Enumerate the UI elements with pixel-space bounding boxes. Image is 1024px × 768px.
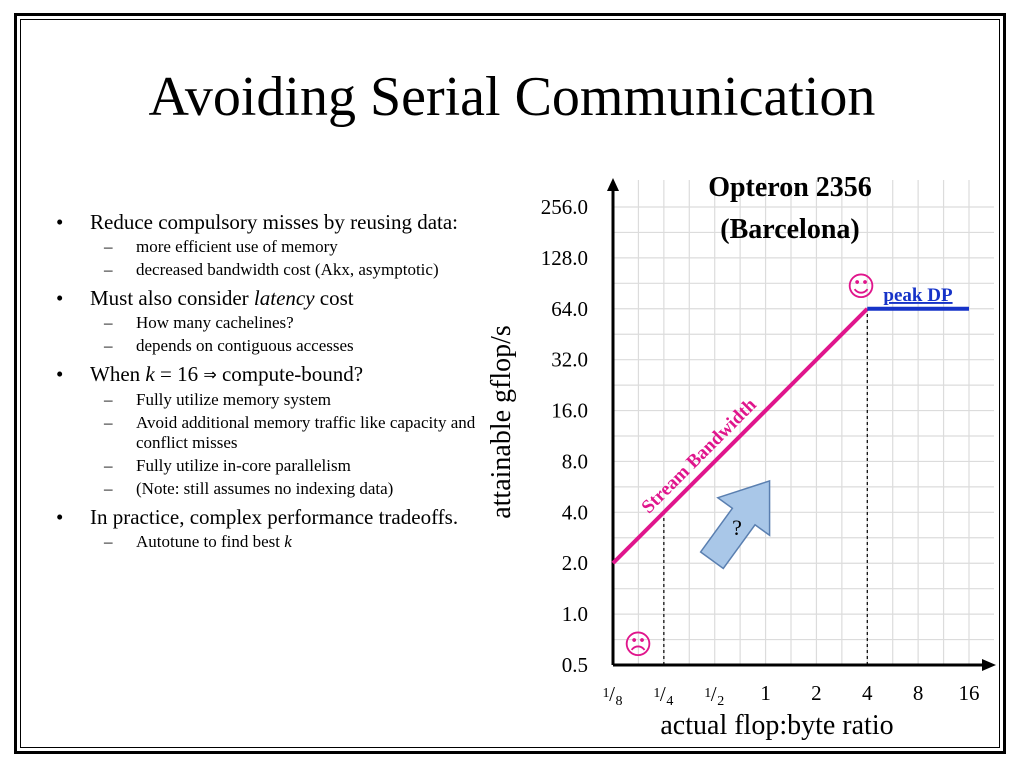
y-tick-label: 8.0 [562,449,588,473]
sub-bullet-item: – decreased bandwidth cost (Akx, asympto… [48,260,478,280]
bullet-text-pre: When [90,362,146,386]
chart-dashed-markers [663,308,868,665]
bullet-text-emphasis: k [145,362,155,386]
happy-face-icon: ☺ [846,270,875,303]
x-tick-labels: 1/81/41/2 1 2 4 8 16 [603,681,980,709]
bullet-text-post: = 16 [154,362,204,386]
y-tick-label: 16.0 [551,399,588,423]
bullet-item: • Must also consider latency cost [48,286,478,310]
sub-bullet-mark: – [104,336,113,355]
sub-bullet-mark: – [104,532,113,551]
bullet-text: In practice, complex performance tradeof… [90,505,459,529]
upright-arrow-icon [699,479,771,570]
x-axis-arrowhead [982,659,996,671]
slide-title: Avoiding Serial Communication [148,66,876,128]
sub-bullet-item: – Fully utilize memory system [48,390,478,410]
bullet-text: Reduce compulsory misses by reusing data… [90,210,459,234]
y-tick-label: 32.0 [551,348,588,372]
sub-bullet-text: Fully utilize memory system [136,390,332,409]
peak-dp-label: peak DP [883,285,953,306]
x-tick-numerator: 1 [603,686,610,701]
x-tick-denominator: 4 [666,694,673,709]
x-tick-label: 4 [862,681,873,705]
sub-bullet-text: depends on contiguous accesses [136,336,354,355]
chart-grid [612,180,994,666]
sub-bullet-mark: – [104,456,113,475]
sub-bullet-text: How many cachelines? [136,313,294,332]
x-tick-denominator: 8 [616,694,623,709]
x-tick-label: 1/8 [603,682,623,709]
sub-bullet-item: – depends on contiguous accesses [48,336,478,356]
x-tick-slash: / [660,682,666,706]
x-tick-slash: / [609,682,615,706]
sub-bullet-text: (Note: still assumes no indexing data) [136,479,394,498]
bullet-item: • In practice, complex performance trade… [48,505,478,529]
x-tick-label: 1/4 [653,682,673,709]
stream-bandwidth-line [611,307,869,565]
sub-bullet-mark: – [104,260,113,279]
sub-bullet-item: – more efficient use of memory [48,237,478,257]
bullet-mark: • [56,286,64,310]
x-tick-label: 1 [760,681,771,705]
bullet-text-post: cost [314,286,354,310]
y-tick-label: 128.0 [541,246,588,270]
x-tick-numerator: 1 [653,686,660,701]
y-tick-label: 2.0 [562,551,588,575]
bullet-mark: • [56,210,64,234]
sad-face-icon: ☹ [623,628,652,661]
x-axis-label: actual flop:byte ratio [660,710,893,741]
y-tick-label: 256.0 [541,195,588,219]
chart-title-line-1: Opteron 2356 [708,172,872,203]
sub-bullet-item: – How many cachelines? [48,313,478,333]
bullet-mark: • [56,505,64,529]
sub-bullet-text: decreased bandwidth cost (Akx, asymptoti… [136,260,439,279]
sub-bullet-text-emphasis: k [284,532,292,551]
sub-bullet-item: – Autotune to find best k [48,532,478,552]
chart-annotations: ☺ ☹? [623,270,875,661]
chart-axes [607,178,996,671]
x-tick-label: 2 [811,681,822,705]
sub-bullet-mark: – [104,313,113,332]
bullet-item: • Reduce compulsory misses by reusing da… [48,210,478,234]
sub-bullet-item: – Avoid additional memory traffic like c… [48,413,478,453]
y-tick-label: 64.0 [551,297,588,321]
sub-bullet-mark: – [104,390,113,409]
sub-bullet-text: Fully utilize in-core parallelism [136,456,351,475]
y-axis-label: attainable gflop/s [486,325,517,519]
y-axis-arrowhead [607,178,619,191]
bullet-list: • Reduce compulsory misses by reusing da… [48,205,478,552]
chart-title-line-2: (Barcelona) [720,214,859,245]
arrow-shape [699,479,771,570]
x-tick-numerator: 1 [704,686,711,701]
sub-bullet-mark: – [104,237,113,256]
slide-border-outer [14,13,1006,754]
x-tick-label: 8 [913,681,924,705]
bullet-item: • When k = 16 ⇒ compute-bound? [48,362,478,387]
x-tick-denominator: 2 [717,694,724,709]
arrow-question-label: ? [732,515,742,540]
bullet-mark: • [56,362,64,386]
bullet-text-tail: compute-bound? [221,362,364,386]
slide-border-inner [20,19,1000,748]
y-tick-label: 1.0 [562,602,588,626]
x-tick-label: 1/2 [704,682,724,709]
x-tick-slash: / [711,682,717,706]
implies-arrow-icon: ⇒ [203,365,217,384]
sub-bullet-text: more efficient use of memory [136,237,338,256]
bullet-text-emphasis: latency [253,286,315,310]
sub-bullet-item: – Fully utilize in-core parallelism [48,456,478,476]
sub-bullet-text-pre: Autotune to find best [136,532,285,551]
sub-bullet-text: Avoid additional memory traffic like cap… [136,413,476,452]
y-tick-label: 4.0 [562,500,588,524]
x-tick-label: 16 [959,681,980,705]
sub-bullet-mark: – [104,413,113,432]
bullet-text-pre: Must also consider [90,286,254,310]
sub-bullet-mark: – [104,479,113,498]
sub-bullet-item: – (Note: still assumes no indexing data) [48,479,478,499]
y-tick-labels: 0.5 1.0 2.0 4.0 8.0 16.0 32.0 64.0 128.0 256.0 [541,195,588,677]
y-tick-label: 0.5 [562,653,588,677]
